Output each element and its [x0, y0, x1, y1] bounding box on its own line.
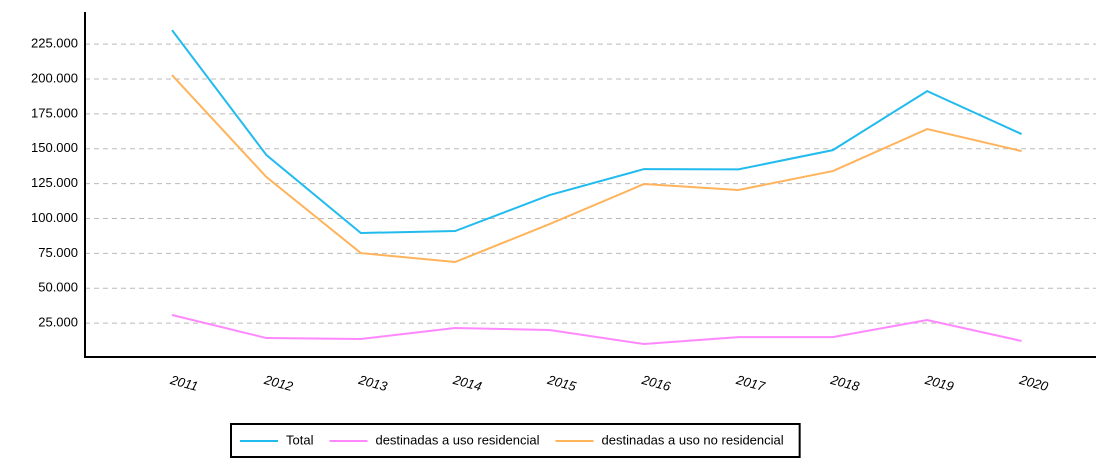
- legend-label: destinadas a uso residencial: [375, 432, 539, 447]
- y-tick-label: 50.000: [38, 280, 78, 295]
- y-tick-label: 200.000: [31, 70, 78, 85]
- series-line: [171, 74, 1022, 264]
- x-tick-label: 2016: [639, 372, 673, 394]
- x-tick-label: 2020: [1017, 372, 1051, 394]
- x-tick-label: 2012: [262, 372, 296, 394]
- x-tick-label: 2014: [451, 372, 484, 394]
- legend-label: destinadas a uso no residencial: [602, 432, 784, 447]
- legend-box: [230, 423, 801, 458]
- y-tick-label: 125.000: [31, 175, 78, 190]
- y-tick-label: 225.000: [31, 36, 78, 51]
- y-tick-label: 75.000: [38, 245, 78, 260]
- series-line: [171, 29, 1023, 235]
- x-tick-label: 2018: [828, 372, 862, 394]
- y-tick-label: 100.000: [31, 210, 78, 225]
- x-tick-label: 2013: [356, 372, 390, 394]
- x-tick-label: 2015: [545, 372, 579, 394]
- x-tick-label: 2011: [168, 372, 200, 394]
- y-tick-label: 150.000: [31, 140, 78, 155]
- legend-label: Total: [286, 432, 314, 447]
- series-line: [171, 314, 1022, 346]
- y-tick-label: 25.000: [38, 315, 78, 330]
- x-tick-label: 2019: [923, 372, 956, 394]
- y-tick-label: 175.000: [31, 105, 78, 120]
- x-tick-label: 2017: [734, 372, 768, 394]
- legend: Total destinadas a uso residencial destina…: [230, 423, 801, 458]
